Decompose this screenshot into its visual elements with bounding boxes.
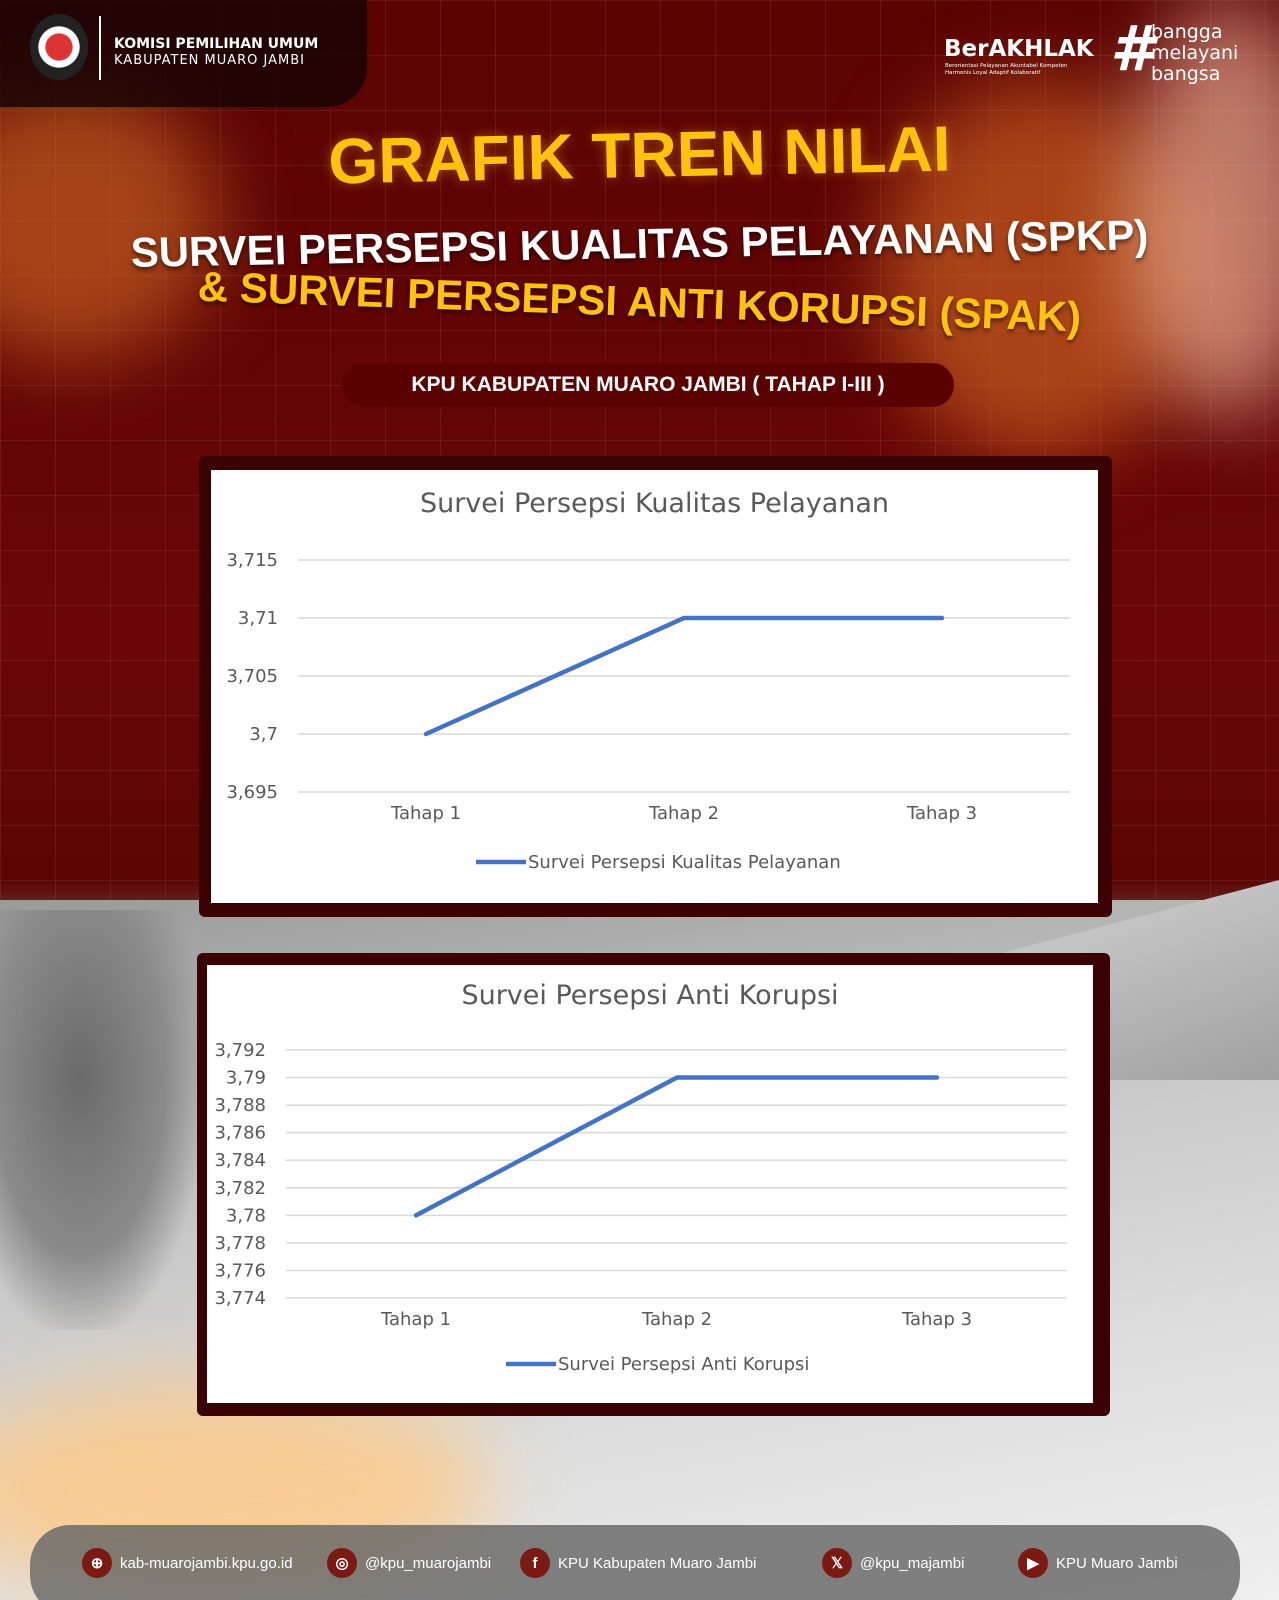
- y-tick-label: 3,786: [214, 1123, 266, 1144]
- x-tick-label: Tahap 3: [901, 1309, 972, 1330]
- glow: [1130, 0, 1279, 420]
- instagram-icon: ◎: [327, 1548, 357, 1578]
- kpu-logo: [30, 14, 88, 80]
- y-tick-label: 3,695: [226, 782, 278, 803]
- berakhlak-logo: BerAKHLAK: [944, 36, 1094, 62]
- y-tick-label: 3,788: [214, 1095, 266, 1116]
- y-tick-label: 3,715: [226, 550, 278, 571]
- y-tick-label: 3,784: [214, 1150, 266, 1171]
- y-tick-label: 3,71: [238, 608, 278, 629]
- y-tick-label: 3,705: [226, 666, 278, 687]
- y-tick-label: 3,78: [226, 1205, 266, 1226]
- tagline-word: melayani: [1151, 42, 1239, 64]
- y-tick-label: 3,774: [214, 1288, 266, 1309]
- x-icon: 𝕏: [822, 1548, 852, 1578]
- chart-spkp: Survei Persepsi Kualitas Pelayanan 3,695 3…: [211, 470, 1098, 903]
- berakhlak-tagline: Berorientasi Pelayanan Akuntabel Kompete…: [945, 63, 1068, 76]
- y-tick-label: 3,776: [214, 1260, 266, 1281]
- legend-label: Survei Persepsi Kualitas Pelayanan: [528, 852, 841, 873]
- footer-label: @kpu_majambi: [860, 1554, 965, 1572]
- y-tick-label: 3,79: [226, 1068, 266, 1089]
- scope-badge: KPU KABUPATEN MUARO JAMBI ( TAHAP I-III …: [342, 363, 954, 407]
- divider: [99, 16, 101, 80]
- footer-label: @kpu_muarojambi: [365, 1554, 492, 1572]
- y-tick-label: 3,782: [214, 1178, 266, 1199]
- series-line: [413, 1075, 940, 1218]
- youtube-icon: ▶: [1018, 1548, 1048, 1578]
- y-tick-label: 3,7: [249, 724, 278, 745]
- tagline-word: bangsa: [1151, 63, 1221, 85]
- chart-spak: Survei Persepsi Anti Korupsi 3,774 3,776 3,…: [207, 965, 1093, 1403]
- footer-link[interactable]: ⊕ kab-muarojambi.kpu.go.id: [82, 1548, 293, 1578]
- facebook-icon: f: [520, 1548, 550, 1578]
- x-tick-label: Tahap 3: [906, 803, 977, 824]
- x-tick-label: Tahap 1: [390, 803, 461, 824]
- footer-link[interactable]: ▶ KPU Muaro Jambi: [1018, 1548, 1178, 1578]
- y-tick-label: 3,778: [214, 1233, 266, 1254]
- tagline-word: bangga: [1151, 21, 1223, 43]
- footer-link[interactable]: f KPU Kabupaten Muaro Jambi: [520, 1548, 756, 1578]
- footer-label: KPU Muaro Jambi: [1056, 1554, 1178, 1572]
- x-tick-label: Tahap 2: [648, 803, 719, 824]
- globe-icon: ⊕: [82, 1548, 112, 1578]
- chart-title: Survei Persepsi Kualitas Pelayanan: [420, 488, 889, 519]
- x-tick-label: Tahap 1: [380, 1309, 451, 1330]
- chart-title: Survei Persepsi Anti Korupsi: [461, 980, 838, 1011]
- bangga-melayani-bangsa: bangga melayani bangsa: [1151, 22, 1238, 85]
- tree-photo: [0, 910, 200, 1330]
- legend-label: Survei Persepsi Anti Korupsi: [558, 1354, 809, 1375]
- footer-label: KPU Kabupaten Muaro Jambi: [558, 1554, 757, 1572]
- org-subname: KABUPATEN MUARO JAMBI: [114, 53, 306, 68]
- footer-link[interactable]: ◎ @kpu_muarojambi: [327, 1548, 491, 1578]
- hashtag-logo: #: [1110, 12, 1154, 85]
- x-tick-label: Tahap 2: [641, 1309, 712, 1330]
- org-name: KOMISI PEMILIHAN UMUM: [114, 36, 319, 52]
- footer-link[interactable]: 𝕏 @kpu_majambi: [822, 1548, 964, 1578]
- footer-label: kab-muarojambi.kpu.go.id: [120, 1554, 293, 1572]
- y-tick-label: 3,792: [214, 1040, 266, 1061]
